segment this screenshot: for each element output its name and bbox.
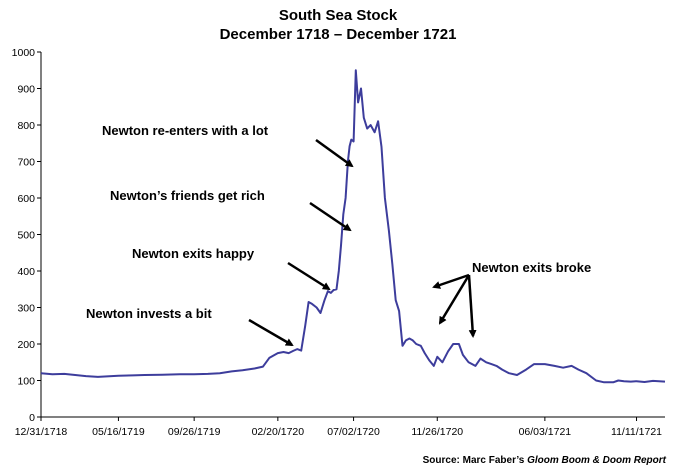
y-tick-label: 1000 — [12, 47, 36, 59]
x-tick-label: 11/26/1720 — [411, 426, 463, 438]
x-tick-label: 02/20/1720 — [252, 426, 305, 438]
arrow-exits-broke-1 — [432, 273, 470, 289]
source-prefix: Source: Marc Faber’s — [422, 455, 528, 466]
arrow-reenters — [315, 138, 354, 168]
x-tick-label: 06/03/1721 — [519, 426, 572, 438]
annotation-exits-broke: Newton exits broke — [472, 260, 591, 275]
annotation-friends-rich: Newton’s friends get rich — [110, 188, 265, 203]
y-tick-label: 800 — [17, 120, 35, 132]
x-tick-label: 12/31/1718 — [15, 426, 68, 438]
arrow-invests-bit — [248, 318, 294, 347]
x-tick-label: 09/26/1719 — [168, 426, 221, 438]
y-tick-label: 100 — [17, 376, 35, 388]
annotation-invests-bit: Newton invests a bit — [86, 306, 212, 321]
series-layer — [40, 69, 666, 384]
arrow-exits-broke-2 — [438, 274, 471, 325]
axes: 0 100 200 300 400 500 600 700 800 900 1000 12/31/17… — [12, 47, 665, 438]
source-title: Gloom Boom & Doom Report — [527, 455, 666, 466]
chart-title: South Sea Stock — [278, 7, 398, 24]
series-line — [40, 69, 666, 384]
y-tick-label: 400 — [17, 266, 35, 278]
x-tick-label: 11/11/1721 — [611, 426, 662, 438]
x-tick-label: 05/16/1719 — [92, 426, 145, 438]
arrow-exits-happy — [287, 261, 331, 291]
annotation-exits-happy: Newton exits happy — [132, 246, 255, 261]
x-tick-label: 07/02/1720 — [327, 426, 380, 438]
y-tick-label: 200 — [17, 339, 35, 351]
y-tick-label: 0 — [29, 412, 35, 424]
source-note: Source: Marc Faber’s Gloom Boom & Doom R… — [423, 455, 666, 466]
y-tick-label: 500 — [17, 230, 35, 242]
annotations: Newton re-enters with a lot Newton’s fri… — [86, 123, 591, 347]
annotation-reenters: Newton re-enters with a lot — [102, 123, 269, 138]
y-tick-label: 700 — [17, 157, 35, 169]
y-tick-label: 600 — [17, 193, 35, 205]
arrow-friends-rich — [309, 201, 352, 232]
y-tick-label: 900 — [17, 84, 35, 96]
arrow-exits-broke-3 — [467, 274, 477, 338]
y-tick-label: 300 — [17, 303, 35, 315]
chart-subtitle: December 1718 – December 1721 — [219, 26, 457, 43]
